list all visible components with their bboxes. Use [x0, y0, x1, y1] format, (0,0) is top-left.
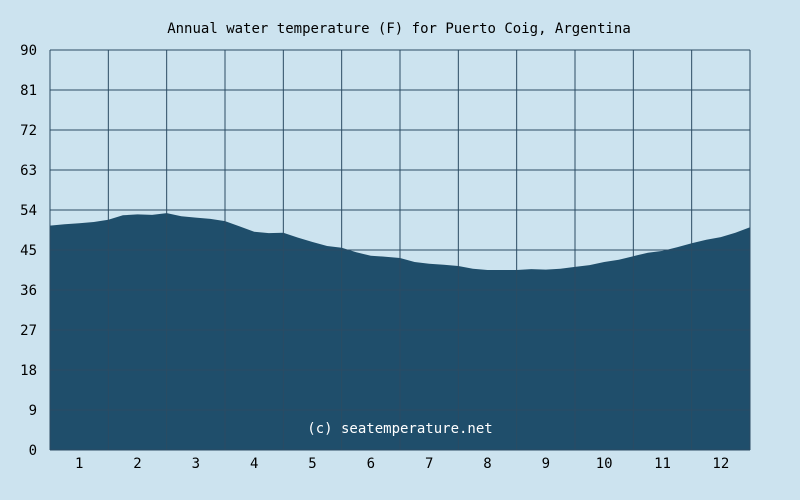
x-tick-label: 2 [133, 456, 141, 472]
y-tick-label: 54 [20, 203, 37, 219]
y-tick-label: 81 [20, 83, 37, 99]
x-tick-label: 4 [250, 456, 258, 472]
x-tick-label: 5 [308, 456, 316, 472]
y-tick-label: 45 [20, 243, 37, 259]
x-tick-label: 10 [596, 456, 613, 472]
watermark: (c) seatemperature.net [307, 421, 492, 437]
x-axis-ticks: 1 2 3 4 5 6 7 8 9 10 11 12 [75, 456, 729, 472]
y-tick-label: 18 [20, 363, 37, 379]
y-tick-label: 0 [29, 443, 37, 459]
x-tick-label: 7 [425, 456, 433, 472]
y-tick-label: 72 [20, 123, 37, 139]
y-tick-label: 63 [20, 163, 37, 179]
y-axis-ticks: 0 9 18 27 36 45 54 63 72 81 90 [20, 43, 37, 459]
grid-lines [49, 49, 751, 451]
chart-title: Annual water temperature (F) for Puerto … [167, 21, 631, 37]
x-tick-label: 1 [75, 456, 83, 472]
x-tick-label: 6 [367, 456, 375, 472]
x-tick-label: 11 [654, 456, 671, 472]
x-tick-label: 12 [712, 456, 729, 472]
y-tick-label: 90 [20, 43, 37, 59]
x-tick-label: 9 [542, 456, 550, 472]
x-tick-label: 8 [483, 456, 491, 472]
y-tick-label: 9 [29, 403, 37, 419]
y-tick-label: 36 [20, 283, 37, 299]
x-tick-label: 3 [192, 456, 200, 472]
y-tick-label: 27 [20, 323, 37, 339]
